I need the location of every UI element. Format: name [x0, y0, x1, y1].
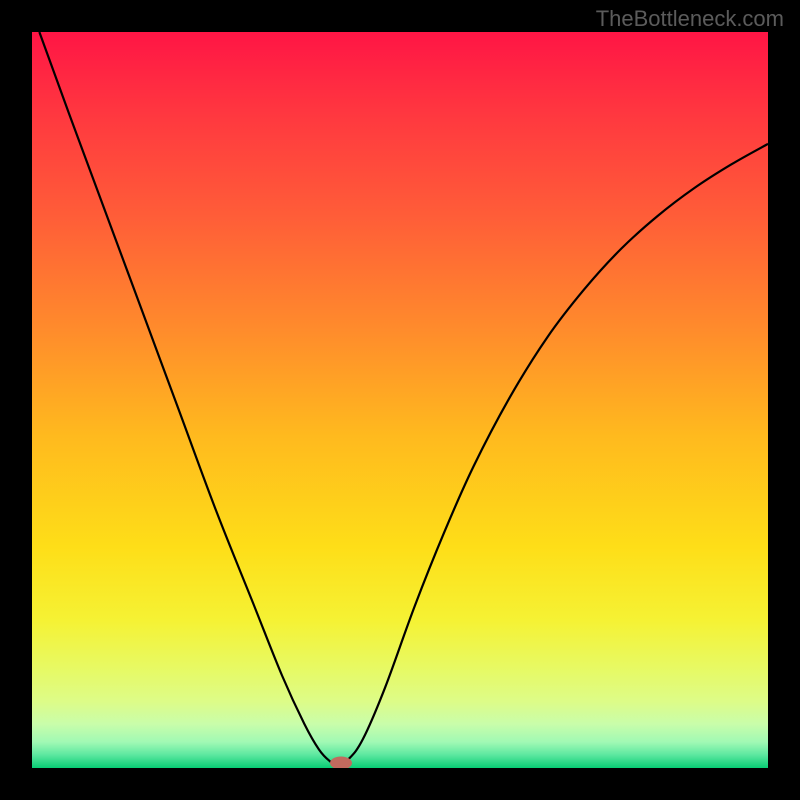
watermark-text: TheBottleneck.com [596, 6, 784, 32]
plot-region [32, 32, 768, 768]
curve-svg [32, 32, 768, 768]
curve-path [39, 32, 768, 765]
minimum-marker [330, 756, 352, 768]
